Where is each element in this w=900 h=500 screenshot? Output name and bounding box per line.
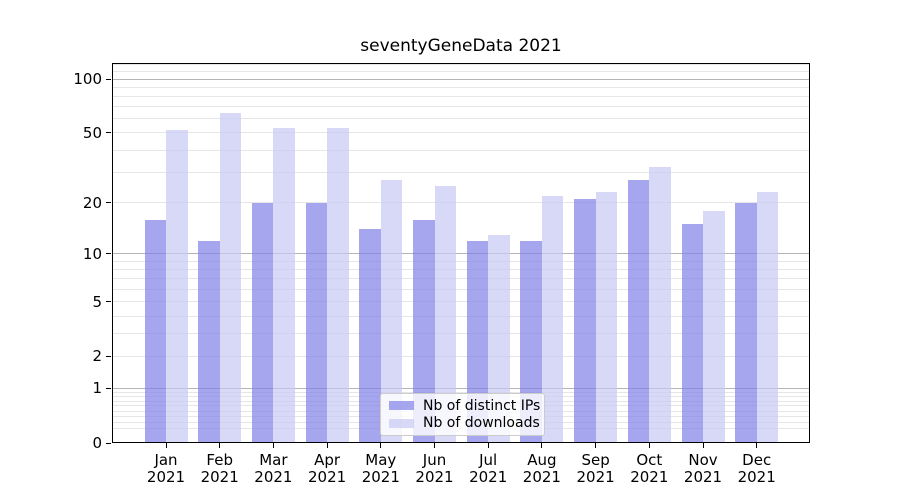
bar-distinct-ips — [466, 240, 489, 442]
bar-downloads — [434, 186, 456, 442]
bar-downloads — [327, 128, 349, 442]
bar-distinct-ips — [520, 240, 542, 442]
x-tick-label: Jun 2021 — [415, 451, 454, 486]
y-tick-label: 0 — [92, 434, 102, 452]
y-tick-mark — [106, 132, 111, 134]
x-tick-mark — [272, 443, 274, 448]
bar-downloads — [380, 180, 403, 442]
y-tick-label: 2 — [92, 347, 102, 366]
gridline-minor — [112, 269, 810, 271]
gridline-minor — [112, 106, 810, 108]
gridline-minor — [112, 333, 810, 335]
x-tick-label: Apr 2021 — [308, 451, 347, 486]
y-tick-mark — [106, 387, 111, 389]
x-tick-label: Feb 2021 — [200, 451, 239, 486]
chart-title: seventyGeneData 2021 — [360, 36, 562, 56]
x-tick-label: May 2021 — [361, 451, 400, 486]
bar-downloads — [703, 210, 725, 442]
x-tick-mark — [380, 443, 382, 448]
x-tick-mark — [434, 443, 435, 448]
bar-distinct-ips — [144, 219, 166, 442]
y-tick-mark — [106, 442, 111, 444]
bar-distinct-ips — [305, 202, 328, 442]
x-tick-mark — [595, 443, 597, 448]
x-tick-label: Aug 2021 — [522, 451, 561, 486]
bar-distinct-ips — [735, 202, 757, 442]
y-tick-label: 1 — [92, 379, 102, 398]
x-tick-mark — [326, 443, 328, 448]
y-tick-mark — [106, 301, 111, 303]
x-tick-label: Dec 2021 — [737, 451, 776, 486]
x-tick-mark — [541, 443, 543, 448]
gridline-minor — [112, 355, 810, 357]
x-tick-mark — [756, 443, 758, 448]
x-tick-mark — [219, 443, 221, 448]
bar-distinct-ips — [574, 199, 596, 442]
bar-distinct-ips — [681, 224, 703, 442]
legend: Nb of distinct IPs Nb of downloads — [380, 393, 545, 436]
gridline-major — [112, 253, 810, 255]
legend-item-downloads: Nb of downloads — [389, 415, 540, 431]
bar-downloads — [166, 129, 188, 442]
y-tick-label: 5 — [92, 292, 102, 311]
gridline-minor — [112, 64, 810, 66]
y-tick-label: 50 — [82, 123, 102, 142]
gridline-minor — [112, 260, 810, 262]
y-tick-mark — [106, 78, 111, 80]
x-tick-label: Oct 2021 — [630, 451, 669, 486]
x-tick-label: Nov 2021 — [683, 451, 723, 486]
legend-item-distinct-ips: Nb of distinct IPs — [389, 398, 540, 414]
gridline-minor — [112, 149, 810, 151]
gridline-minor — [112, 278, 810, 280]
bar-distinct-ips — [198, 240, 220, 442]
gridline-major — [112, 78, 810, 80]
legend-label-downloads: Nb of downloads — [423, 415, 540, 432]
x-tick-label: Jul 2021 — [469, 451, 508, 486]
y-tick-label: 100 — [73, 70, 102, 88]
bar-downloads — [219, 112, 242, 442]
bar-distinct-ips — [251, 202, 274, 442]
bar-downloads — [488, 234, 510, 442]
x-tick-mark — [487, 443, 489, 448]
gridline-minor — [112, 289, 810, 291]
gridline-minor — [112, 315, 810, 317]
x-tick-mark — [648, 443, 650, 448]
bar-distinct-ips — [627, 180, 650, 442]
gridline-minor — [112, 118, 810, 120]
legend-label-distinct-ips: Nb of distinct IPs — [423, 397, 541, 414]
y-tick-label: 20 — [82, 193, 102, 212]
y-tick-label: 10 — [82, 244, 102, 263]
bar-downloads — [649, 167, 671, 442]
x-tick-label: Jan 2021 — [146, 451, 186, 486]
y-tick-mark — [106, 355, 111, 357]
gridline-minor — [112, 202, 810, 204]
y-tick-mark — [106, 202, 111, 204]
bar-downloads — [273, 128, 295, 442]
legend-swatch-downloads — [389, 418, 414, 428]
gridline-minor — [112, 86, 810, 88]
gridline-minor — [112, 71, 810, 73]
gridline-minor — [112, 132, 810, 134]
legend-swatch-distinct-ips — [389, 401, 414, 411]
y-tick-mark — [106, 253, 111, 255]
gridline-minor — [112, 301, 810, 303]
bar-downloads — [595, 192, 618, 442]
x-tick-label: Mar 2021 — [254, 451, 293, 486]
x-tick-mark — [165, 443, 167, 448]
plot-area — [112, 63, 810, 443]
gridline-major — [112, 387, 810, 389]
x-tick-mark — [702, 443, 704, 448]
x-tick-label: Sep 2021 — [576, 451, 615, 486]
gridline-minor — [112, 95, 810, 97]
bar-downloads — [541, 195, 564, 442]
gridline-minor — [112, 171, 810, 173]
gridline-minor — [112, 391, 810, 393]
bar-downloads — [756, 192, 779, 442]
bar-distinct-ips — [359, 229, 381, 442]
bar-distinct-ips — [413, 219, 435, 442]
